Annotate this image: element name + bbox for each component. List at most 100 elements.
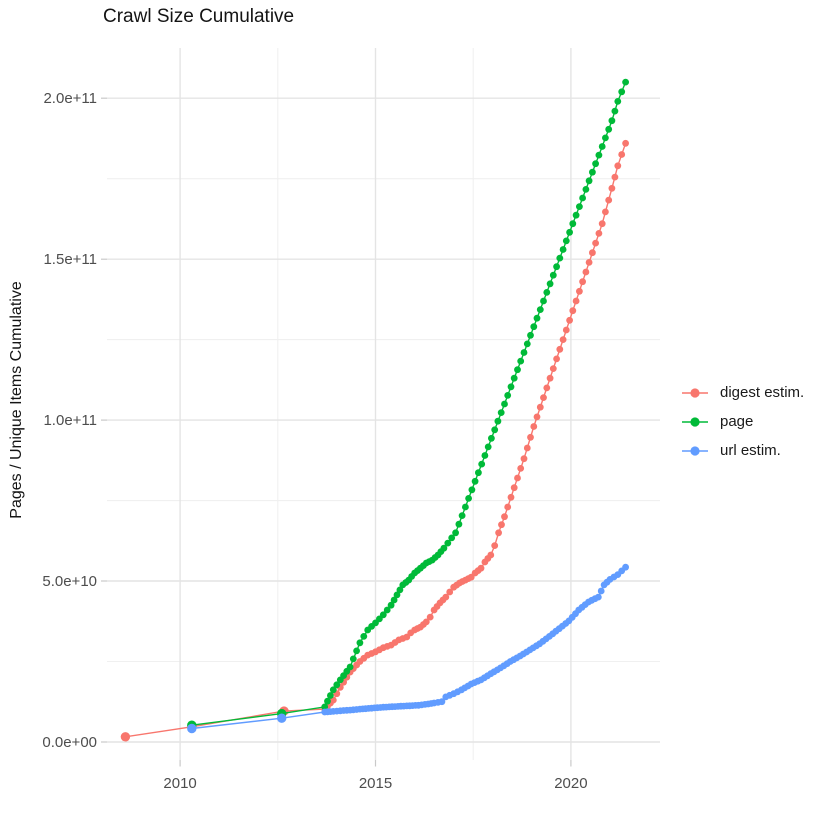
data-point-page: [329, 686, 337, 694]
y-axis-title: Pages / Unique Items Cumulative: [8, 281, 25, 519]
data-point-page: [458, 512, 466, 519]
y-tick-label: 1.5e+11: [43, 251, 97, 268]
data-point-digest-estim: [614, 162, 622, 170]
data-point-url-estim: [622, 563, 629, 571]
data-point-page: [504, 392, 512, 399]
data-point-page: [543, 289, 551, 296]
data-point-page: [520, 349, 528, 356]
data-point-page: [494, 417, 502, 425]
data-point-page: [602, 134, 609, 142]
legend-label: url estim.: [720, 442, 781, 459]
data-point-digest-estim: [611, 173, 619, 181]
data-point-page: [471, 477, 479, 485]
data-point-page: [530, 323, 538, 331]
data-point-page: [327, 692, 334, 699]
y-tick-label: 1.0e+11: [43, 412, 97, 429]
data-point-page: [585, 177, 593, 185]
data-point-digest-estim: [501, 513, 508, 521]
data-point-digest-estim: [608, 184, 616, 192]
data-point-digest-estim: [533, 413, 541, 421]
data-point-digest-estim: [556, 345, 564, 353]
data-point-digest-estim: [120, 732, 131, 742]
x-tick-label: 2015: [359, 775, 392, 792]
x-tick-label: 2020: [554, 775, 587, 792]
data-point-url-estim: [594, 593, 602, 601]
data-point-digest-estim: [595, 230, 603, 237]
data-point-digest-estim: [543, 384, 551, 392]
data-point-page: [356, 639, 364, 647]
data-point-page: [462, 503, 469, 511]
data-point-page: [475, 469, 482, 477]
data-point-page: [452, 529, 459, 537]
data-point-digest-estim: [514, 474, 521, 482]
data-point-page: [333, 681, 341, 689]
data-point-page: [444, 539, 452, 547]
data-point-digest-estim: [491, 542, 499, 549]
data-point-page: [605, 125, 613, 133]
data-point-page: [569, 220, 577, 228]
data-point-page: [546, 280, 554, 288]
data-point-digest-estim: [562, 326, 570, 334]
data-point-page: [383, 606, 391, 614]
data-point-page: [618, 88, 626, 96]
data-point-digest-estim: [546, 374, 554, 382]
data-point-page: [536, 306, 544, 313]
data-point-page: [553, 263, 560, 271]
data-point-page: [589, 168, 596, 176]
legend-key-icon: [682, 416, 708, 427]
legend-label: page: [720, 413, 754, 430]
data-point-digest-estim: [549, 365, 557, 372]
data-point-page: [517, 357, 525, 365]
data-point-page: [572, 211, 580, 219]
data-point-page: [533, 314, 541, 322]
data-point-page: [595, 151, 603, 159]
data-point-digest-estim: [553, 355, 560, 363]
data-point-page: [549, 271, 557, 279]
data-point-page: [622, 78, 629, 86]
data-point-page: [611, 107, 619, 115]
data-point-digest-estim: [523, 444, 531, 452]
data-point-digest-estim: [495, 529, 502, 537]
data-point-page: [579, 194, 586, 202]
data-point-page: [527, 331, 534, 339]
data-point-page: [501, 400, 508, 408]
legend-item-digest-estim: digest estim.: [682, 378, 804, 407]
data-point-page: [497, 409, 505, 416]
data-point-digest-estim: [507, 493, 515, 501]
data-point-page: [598, 143, 606, 150]
legend: digest estim. page url estim.: [682, 378, 804, 465]
y-tick-label: 0.0e+00: [42, 734, 97, 751]
data-point-digest-estim: [622, 139, 629, 147]
data-point-page: [396, 586, 404, 594]
data-point-url-estim: [438, 698, 446, 706]
data-point-page: [484, 443, 492, 451]
data-point-digest-estim: [510, 484, 518, 492]
legend-key-icon: [682, 445, 708, 456]
data-point-page: [387, 601, 395, 609]
data-point-digest-estim: [598, 220, 606, 228]
data-point-page: [514, 366, 521, 374]
data-point-page: [592, 160, 599, 168]
data-point-digest-estim: [602, 208, 609, 216]
data-point-digest-estim: [442, 593, 450, 601]
legend-label: digest estim.: [720, 384, 805, 401]
data-point-page: [465, 495, 472, 502]
data-point-digest-estim: [426, 613, 434, 621]
legend-item-page: page: [682, 407, 804, 436]
data-point-page: [608, 117, 616, 125]
data-point-digest-estim: [477, 564, 485, 572]
data-point-url-estim: [277, 713, 287, 723]
data-point-page: [360, 633, 368, 640]
data-point-digest-estim: [582, 268, 590, 276]
data-point-page: [349, 655, 357, 663]
data-point-digest-estim: [536, 403, 544, 411]
data-point-page: [562, 237, 570, 245]
data-point-digest-estim: [618, 151, 626, 158]
data-point-digest-estim: [504, 503, 512, 511]
data-point-page: [440, 544, 448, 552]
data-point-digest-estim: [566, 316, 573, 324]
data-point-page: [540, 297, 547, 305]
data-point-page: [510, 374, 518, 382]
